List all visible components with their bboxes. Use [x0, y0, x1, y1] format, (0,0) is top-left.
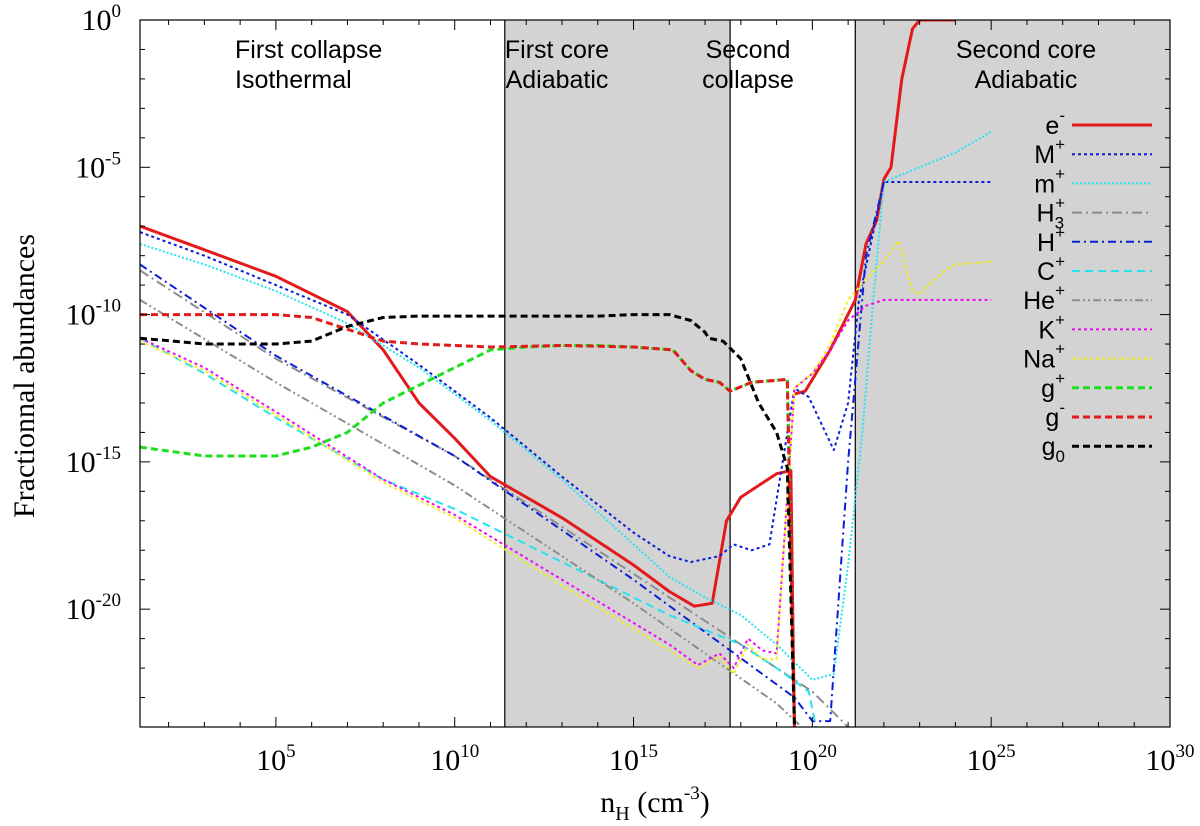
series-line-9: [140, 298, 992, 670]
y-tick-label: 100: [82, 1, 122, 37]
legend-entry: m+: [1034, 164, 1152, 198]
x-tick-label: 1010: [430, 741, 479, 777]
legend-entry: g-: [1045, 398, 1152, 432]
legend-entry: g+: [1041, 369, 1152, 403]
y-tick-label: 10-10: [66, 296, 121, 332]
x-tick-label: 1025: [967, 741, 1016, 777]
legend-label: M+: [1034, 135, 1065, 169]
legend-entry: e-: [1045, 106, 1152, 140]
x-tick-label: 1030: [1146, 741, 1195, 777]
series-line-7: [140, 337, 817, 727]
region-shade-4: [855, 20, 1170, 727]
series-layer: [140, 20, 992, 727]
y-tick-label: 10-20: [66, 590, 121, 626]
x-tick-label: 1015: [609, 741, 658, 777]
region-label-4: Second core: [956, 36, 1096, 64]
legend-label: e-: [1045, 106, 1065, 140]
legend-entry: H3+: [1037, 194, 1152, 233]
series-line-13: [140, 313, 796, 727]
legend-label: He+: [1023, 281, 1065, 315]
series-line-4: [140, 131, 992, 681]
series-line-10: [140, 239, 992, 675]
legend-label: Na+: [1023, 340, 1065, 374]
legend-entry: H+: [1037, 223, 1152, 257]
region-label-2: Adiabatic: [506, 66, 609, 94]
legend-entry: He+: [1023, 281, 1152, 315]
region-label-1: First collapse: [235, 36, 382, 64]
x-tick-label: 105: [256, 741, 296, 777]
region-shading-layer: [504, 20, 1170, 727]
series-line-3: [140, 181, 992, 563]
legend-entry: g0: [1042, 433, 1152, 466]
region-shade-2: [504, 20, 731, 727]
legend-entry: K+: [1038, 310, 1152, 344]
legend-label: g+: [1041, 369, 1065, 403]
x-tick-label: 1020: [788, 741, 837, 777]
legend: e-M+m+H3+H+C+He+K+Na+g+g-g0: [1023, 106, 1152, 466]
x-axis-label: nH (cm-3): [600, 783, 709, 825]
legend-label: g0: [1042, 433, 1065, 466]
region-label-4: Adiabatic: [975, 66, 1078, 94]
legend-entry: C+: [1037, 252, 1152, 286]
y-tick-label: 10-15: [66, 443, 121, 479]
series-line-8: [140, 299, 803, 727]
legend-label: m+: [1034, 164, 1065, 198]
region-label-2: First core: [505, 36, 609, 64]
y-tick-label: 10-5: [75, 148, 121, 184]
legend-entry: M+: [1034, 135, 1152, 169]
region-label-3: collapse: [702, 66, 794, 94]
legend-label: C+: [1037, 252, 1065, 286]
series-line-12: [140, 313, 796, 727]
y-axis-label: Fractionnal abundances: [8, 234, 41, 518]
legend-label: g-: [1045, 398, 1065, 432]
legend-label: H+: [1037, 223, 1065, 257]
axes-layer: 105 1010 1015 1020 1025 1030 100 10-5 10-10 10-15…: [8, 1, 1195, 825]
region-label-1: Isothermal: [235, 66, 352, 94]
legend-entry: Na+: [1023, 340, 1152, 374]
legend-label: H3+: [1037, 194, 1066, 233]
legend-label: K+: [1038, 310, 1065, 344]
region-label-3: Second: [706, 36, 791, 64]
